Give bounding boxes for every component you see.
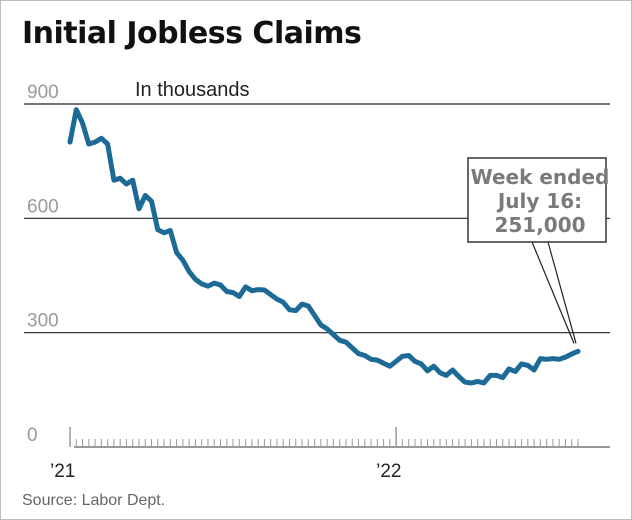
annotation-pointer-left bbox=[531, 241, 575, 344]
y-tick-label-300: 300 bbox=[27, 311, 59, 332]
y-tick-label-900: 900 bbox=[27, 82, 59, 103]
chart-title: Initial Jobless Claims bbox=[22, 16, 362, 51]
annotation-line-1: Week ended bbox=[471, 165, 610, 189]
annotation-line-3: 251,000 bbox=[494, 213, 585, 237]
x-tick-label-0: ’21 bbox=[50, 461, 75, 482]
y-tick-label-600: 600 bbox=[27, 196, 59, 217]
series-line-claims bbox=[67, 107, 581, 386]
x-axis-labels: ’21 ’22 bbox=[50, 461, 401, 482]
source-note: Source: Labor Dept. bbox=[22, 492, 166, 509]
x-tick-label-1: ’22 bbox=[376, 461, 401, 482]
y-axis-labels: 0 300 600 900 bbox=[27, 82, 59, 446]
annotation: Week ended July 16: 251,000 bbox=[467, 157, 610, 344]
data-points bbox=[69, 109, 579, 384]
annotation-line-2: July 16: bbox=[496, 189, 582, 213]
unit-label: In thousands bbox=[135, 79, 250, 101]
y-tick-label-0: 0 bbox=[27, 425, 38, 446]
annotation-box bbox=[467, 157, 607, 243]
annotation-pointer-right bbox=[547, 241, 577, 344]
x-axis bbox=[69, 427, 610, 448]
